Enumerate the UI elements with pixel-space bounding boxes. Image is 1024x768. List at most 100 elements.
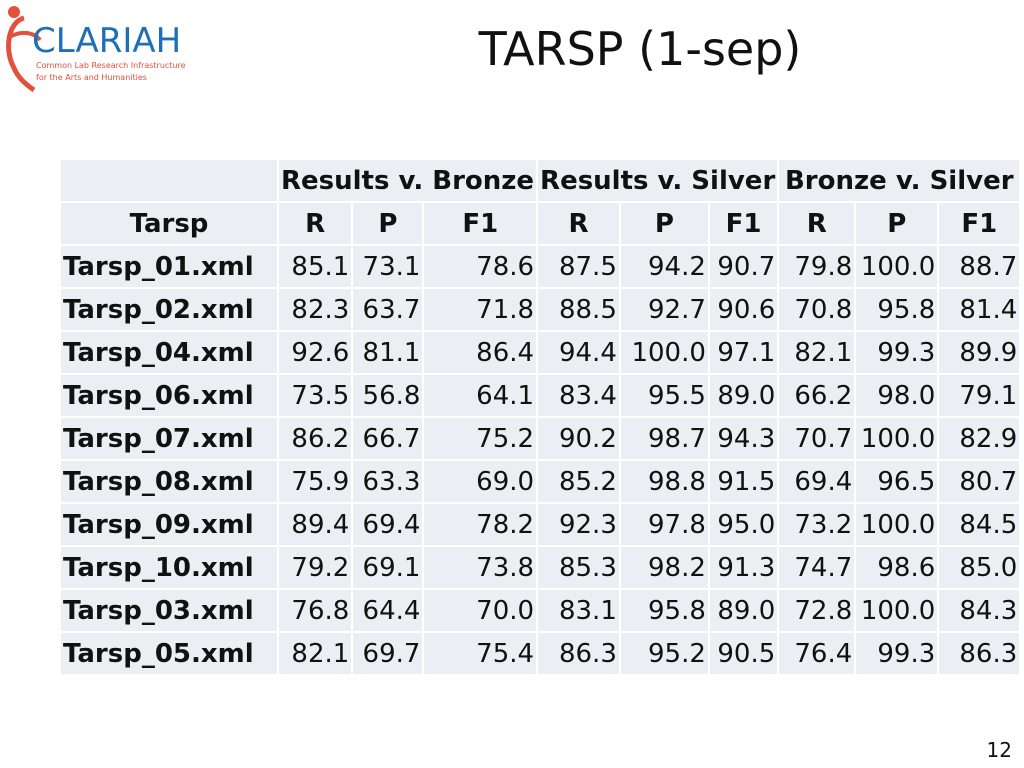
cell: 99.3: [854, 330, 940, 375]
cell: 98.2: [618, 545, 710, 590]
cell: 86.3: [937, 631, 1022, 676]
logo-name: CLARIAH: [32, 21, 181, 61]
results-table: Results v. Bronze Results v. Silver Bronze…: [59, 158, 1022, 676]
cell: 97.8: [618, 502, 710, 547]
table-row: Tarsp_04.xml 92.6 81.1 86.4 94.4 100.0 97.1 82.…: [59, 330, 1022, 375]
column-header: F1: [937, 201, 1022, 246]
table-row: Tarsp_06.xml 73.5 56.8 64.1 83.4 95.5 89.0 66.2…: [59, 373, 1022, 418]
cell: 85.1: [276, 244, 354, 289]
cell: 66.7: [351, 416, 425, 461]
cell: 73.2: [777, 502, 857, 547]
cell: 79.1: [937, 373, 1022, 418]
cell: 85.0: [937, 545, 1022, 590]
column-header: F1: [422, 201, 539, 246]
cell: 87.5: [536, 244, 621, 289]
cell: 76.4: [777, 631, 857, 676]
row-label: Tarsp_07.xml: [59, 416, 279, 461]
slide-title: TARSP (1-sep): [478, 22, 802, 76]
cell: 92.7: [618, 287, 710, 332]
cell: 86.4: [422, 330, 539, 375]
logo: CLARIAH Common Lab Research Infrastructu…: [6, 6, 186, 93]
cell: 89.9: [937, 330, 1022, 375]
cell: 79.2: [276, 545, 354, 590]
row-label: Tarsp_01.xml: [59, 244, 279, 289]
cell: 78.6: [422, 244, 539, 289]
cell: 96.5: [854, 459, 940, 504]
cell: 70.8: [777, 287, 857, 332]
cell: 75.2: [422, 416, 539, 461]
cell: 100.0: [854, 416, 940, 461]
logo-icon: [6, 15, 36, 93]
cell: 84.5: [937, 502, 1022, 547]
cell: 100.0: [854, 588, 940, 633]
logo-icon: [6, 31, 42, 42]
column-header: R: [276, 201, 354, 246]
cell: 78.2: [422, 502, 539, 547]
cell: 88.7: [937, 244, 1022, 289]
cell: 69.4: [351, 502, 425, 547]
table-row: Tarsp_03.xml 76.8 64.4 70.0 83.1 95.8 89.0 72.8…: [59, 588, 1022, 633]
cell: 82.1: [276, 631, 354, 676]
cell: 91.3: [707, 545, 780, 590]
cell: 84.3: [937, 588, 1022, 633]
cell: 66.2: [777, 373, 857, 418]
cell: 81.1: [351, 330, 425, 375]
cell: 100.0: [854, 502, 940, 547]
row-label: Tarsp_08.xml: [59, 459, 279, 504]
column-header: P: [618, 201, 710, 246]
cell: 94.3: [707, 416, 780, 461]
group-header: Results v. Silver: [536, 158, 780, 203]
cell: 90.7: [707, 244, 780, 289]
table-row: Tarsp_09.xml 89.4 69.4 78.2 92.3 97.8 95.0 73.2…: [59, 502, 1022, 547]
cell: 70.7: [777, 416, 857, 461]
cell: 81.4: [937, 287, 1022, 332]
cell: 82.3: [276, 287, 354, 332]
cell: 83.4: [536, 373, 621, 418]
cell: 70.0: [422, 588, 539, 633]
cell: 98.8: [618, 459, 710, 504]
column-header: P: [854, 201, 940, 246]
cell: 64.4: [351, 588, 425, 633]
cell: 73.1: [351, 244, 425, 289]
column-header: R: [536, 201, 621, 246]
table-row: Tarsp_01.xml 85.1 73.1 78.6 87.5 94.2 90.7 79.8…: [59, 244, 1022, 289]
cell: 73.8: [422, 545, 539, 590]
row-label: Tarsp_04.xml: [59, 330, 279, 375]
column-header: R: [777, 201, 857, 246]
table-row: Tarsp_08.xml 75.9 63.3 69.0 85.2 98.8 91.5 69.4…: [59, 459, 1022, 504]
cell: 72.8: [777, 588, 857, 633]
cell: 95.8: [854, 287, 940, 332]
table-row: Tarsp_07.xml 86.2 66.7 75.2 90.2 98.7 94.3 70.7…: [59, 416, 1022, 461]
table-row: Tarsp_02.xml 82.3 63.7 71.8 88.5 92.7 90.6 70.8…: [59, 287, 1022, 332]
cell: 95.2: [618, 631, 710, 676]
cell: 88.5: [536, 287, 621, 332]
header-row: Tarsp R P F1 R P F1 R P F1: [59, 201, 1022, 246]
row-label: Tarsp_10.xml: [59, 545, 279, 590]
cell: 75.4: [422, 631, 539, 676]
cell: 90.6: [707, 287, 780, 332]
cell: 74.7: [777, 545, 857, 590]
cell: 95.5: [618, 373, 710, 418]
cell: 94.4: [536, 330, 621, 375]
cell: 75.9: [276, 459, 354, 504]
cell: 89.4: [276, 502, 354, 547]
column-header: P: [351, 201, 425, 246]
table-row: Tarsp_10.xml 79.2 69.1 73.8 85.3 98.2 91.3 74.7…: [59, 545, 1022, 590]
header-row: Results v. Bronze Results v. Silver Bronze…: [59, 158, 1022, 203]
cell: 73.5: [276, 373, 354, 418]
cell: 98.7: [618, 416, 710, 461]
cell: 100.0: [854, 244, 940, 289]
cell: 92.6: [276, 330, 354, 375]
cell: 69.4: [777, 459, 857, 504]
column-header: F1: [707, 201, 780, 246]
cell: 90.5: [707, 631, 780, 676]
cell: 79.8: [777, 244, 857, 289]
row-label: Tarsp_09.xml: [59, 502, 279, 547]
cell: 94.2: [618, 244, 710, 289]
cell: 82.1: [777, 330, 857, 375]
cell: 92.3: [536, 502, 621, 547]
cell: 98.0: [854, 373, 940, 418]
cell: 63.3: [351, 459, 425, 504]
cell: 89.0: [707, 588, 780, 633]
cell: 100.0: [618, 330, 710, 375]
